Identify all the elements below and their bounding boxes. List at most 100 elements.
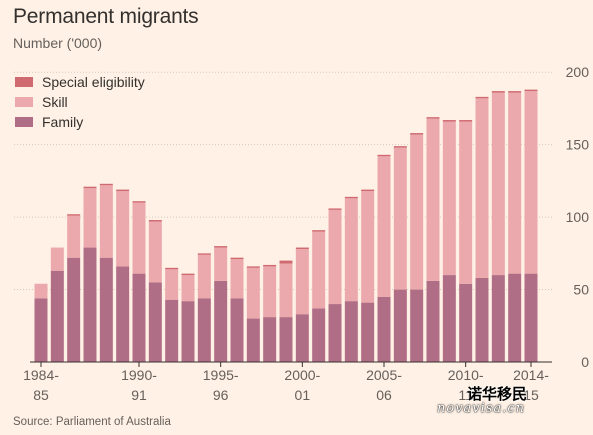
bar-segment bbox=[197, 298, 211, 362]
bar-segment bbox=[99, 257, 113, 362]
bar-segment bbox=[263, 266, 277, 318]
bar-segment bbox=[50, 247, 64, 271]
legend-swatch-skill bbox=[15, 97, 33, 107]
bar-segment bbox=[214, 247, 228, 281]
watermark-cn: 诺华移民 bbox=[467, 385, 528, 403]
bar-segment bbox=[377, 156, 391, 297]
bar-segment bbox=[197, 253, 211, 255]
bar-segment bbox=[508, 91, 522, 93]
bar-segment bbox=[263, 317, 277, 362]
legend-label-special-eligibility: Special eligibility bbox=[42, 74, 145, 90]
bar-segment bbox=[361, 191, 375, 303]
x-tick-label: 85 bbox=[33, 387, 49, 403]
legend-swatch-family bbox=[15, 117, 33, 127]
bar-segment bbox=[475, 277, 489, 362]
x-tick-label: 2014- bbox=[513, 367, 549, 383]
bar-segment bbox=[230, 298, 244, 362]
bar-segment bbox=[83, 188, 97, 248]
bar-segment bbox=[524, 273, 538, 362]
bar-segment bbox=[279, 263, 293, 318]
bar-segment bbox=[132, 273, 146, 362]
bar-segment bbox=[116, 189, 130, 192]
bar-segment bbox=[67, 214, 81, 216]
bar-segment bbox=[279, 260, 293, 264]
y-tick-label: 150 bbox=[566, 137, 590, 153]
bar-segment bbox=[361, 189, 375, 192]
bar-segment bbox=[361, 302, 375, 362]
bar-segment bbox=[393, 146, 407, 148]
bar-segment bbox=[246, 318, 260, 362]
watermark: 诺华移民 novavisa.cn bbox=[437, 383, 557, 417]
bar-segment bbox=[475, 96, 489, 99]
bar-segment bbox=[165, 299, 179, 362]
bar-segment bbox=[393, 147, 407, 290]
x-tick-label: 2010- bbox=[448, 367, 484, 383]
bar-segment bbox=[524, 91, 538, 274]
y-tick-label: 200 bbox=[566, 64, 590, 80]
bar-segment bbox=[442, 120, 456, 122]
bar-segment bbox=[328, 209, 342, 305]
x-tick-label: 01 bbox=[295, 387, 311, 403]
bar-segment bbox=[148, 221, 162, 283]
bar-segment bbox=[459, 283, 473, 362]
bar-segment bbox=[344, 198, 358, 302]
x-tick-label: 1984- bbox=[23, 367, 59, 383]
bar-segment bbox=[377, 296, 391, 362]
bar-segment bbox=[508, 92, 522, 274]
bar-segment bbox=[312, 230, 326, 232]
bar-segment bbox=[67, 257, 81, 362]
x-tick-label: 96 bbox=[213, 387, 229, 403]
legend-item-family: Family bbox=[15, 112, 145, 132]
bar-segment bbox=[214, 246, 228, 248]
bar-segment bbox=[165, 267, 179, 270]
chart-title: Permanent migrants bbox=[13, 5, 199, 28]
bar-segment bbox=[263, 264, 277, 267]
bar-segment bbox=[344, 196, 358, 199]
bar-segment bbox=[34, 283, 48, 299]
bar-segment bbox=[295, 314, 309, 362]
legend: Special eligibility Skill Family bbox=[15, 72, 145, 132]
bar-segment bbox=[295, 249, 309, 315]
bar-segment bbox=[426, 118, 440, 281]
bar-segment bbox=[246, 266, 260, 268]
bar-segment bbox=[328, 304, 342, 362]
bar-segment bbox=[50, 270, 64, 362]
legend-label-skill: Skill bbox=[42, 94, 68, 110]
bar-segment bbox=[426, 280, 440, 362]
bar-segment bbox=[410, 134, 424, 290]
x-tick-label: 1995- bbox=[203, 367, 239, 383]
bar-segment bbox=[459, 121, 473, 284]
bar-segment bbox=[34, 298, 48, 362]
y-tick-label: 0 bbox=[581, 354, 589, 370]
legend-swatch-special-eligibility bbox=[15, 77, 33, 87]
source-note: Source: Parliament of Australia bbox=[13, 416, 171, 428]
legend-item-special-eligibility: Special eligibility bbox=[15, 72, 145, 92]
bar-segment bbox=[67, 215, 81, 258]
legend-item-skill: Skill bbox=[15, 92, 145, 112]
bar-segment bbox=[132, 201, 146, 203]
x-tick-label: 1990- bbox=[121, 367, 157, 383]
x-tick-label: 91 bbox=[131, 387, 147, 403]
bar-segment bbox=[328, 208, 342, 210]
bar-segment bbox=[132, 202, 146, 274]
bar-segment bbox=[524, 89, 538, 92]
bar-segment bbox=[181, 275, 195, 302]
bar-segment bbox=[83, 186, 97, 189]
y-tick-label: 100 bbox=[566, 209, 590, 225]
bar-segment bbox=[230, 257, 244, 260]
bar-segment bbox=[116, 191, 130, 267]
y-tick-label: 50 bbox=[573, 282, 589, 298]
bar-segment bbox=[230, 259, 244, 299]
bar-segment bbox=[410, 289, 424, 362]
bar-segment bbox=[410, 133, 424, 135]
bar-segment bbox=[459, 120, 473, 122]
x-tick-label: 06 bbox=[376, 387, 392, 403]
bar-segment bbox=[475, 98, 489, 278]
bar-segment bbox=[508, 273, 522, 362]
bar-segment bbox=[491, 275, 505, 362]
bar-segment bbox=[83, 247, 97, 362]
bar-segment bbox=[344, 301, 358, 362]
bar-segment bbox=[116, 266, 130, 362]
bar-segment bbox=[426, 117, 440, 119]
